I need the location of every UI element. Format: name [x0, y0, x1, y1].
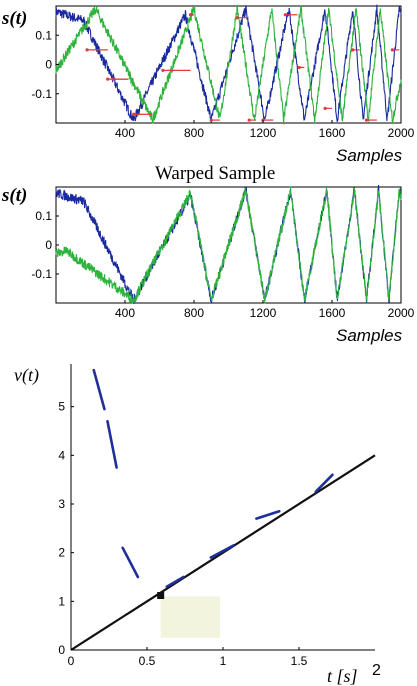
panel1-warp-link-end	[85, 48, 89, 52]
panel2-ticks: 400 800 1200 1600 2000 0.1 0 -0.1	[31, 209, 414, 320]
panel1-xtick-label: 400	[115, 126, 135, 140]
panel3-dash-segment	[92, 368, 106, 411]
panel2-ytick-label: 0	[45, 238, 52, 252]
panel2-ytick-label: 0.1	[35, 209, 52, 223]
panel2-xlabel: Samples	[336, 326, 403, 345]
panel2-xtick-label: 1200	[250, 306, 277, 320]
panel3-ylabel: v(t)	[14, 365, 39, 386]
panel3-ytick-label: 3	[58, 497, 65, 511]
panel3-marks	[70, 368, 376, 651]
panel2-xtick-label: 400	[115, 306, 135, 320]
panel3-dash-segment	[314, 473, 334, 494]
panel1-warp-link-end	[235, 16, 239, 20]
panel1-xtick-label: 1200	[250, 126, 277, 140]
panel3-ytick-label: 0	[58, 643, 65, 657]
panel3-reference-line	[70, 454, 376, 651]
panel1-warp-link-end	[106, 77, 110, 81]
panel3-xlabel: t [s]	[327, 666, 358, 686]
panel2-title: Warped Sample	[155, 163, 275, 184]
panel1-marks	[55, 4, 402, 125]
panel3-dash-segment	[106, 419, 118, 469]
panel3-dash-segment	[121, 546, 140, 579]
panel2-ytick-label: -0.1	[31, 267, 52, 281]
panel2-xtick-label: 1600	[319, 306, 346, 320]
panel3-ytick-label: 4	[58, 448, 65, 462]
panel2-xtick-label: 2000	[388, 306, 415, 320]
panel3-ytick-label: 5	[58, 400, 65, 414]
panel3-ytick-label: 2	[58, 546, 65, 560]
panel1-ticks: 400 800 1200 1600 2000 0.1 0 -0.1	[31, 28, 414, 140]
panel1-xtick-label: 1600	[319, 126, 346, 140]
panel1-warp-link-end	[390, 48, 394, 52]
panel2-marks	[55, 184, 402, 305]
panel3-dash-segment	[209, 544, 235, 559]
panel3-xtick-label: 1.5	[291, 654, 308, 668]
panel3-xtick-label: 0	[68, 654, 75, 668]
panel3-xtick-label: 0.5	[139, 654, 156, 668]
panel3-x-corner-label: 2	[372, 662, 381, 679]
panel3-highlight-region	[160, 596, 220, 638]
panel2-ylabel: s(t)	[1, 185, 27, 206]
panel1-warp-link-end	[247, 118, 251, 122]
panel1-xlabel: Samples	[336, 146, 403, 165]
panel2-xtick-label: 800	[184, 306, 204, 320]
panel1-warp-link-end	[351, 48, 355, 52]
panel1-warp-link-end	[364, 118, 369, 122]
panel1-ylabel: s(t)	[1, 8, 27, 29]
panel1-warp-link-end	[323, 106, 327, 110]
panel1-warp-link-end	[111, 77, 115, 81]
panel3-dash-segment	[165, 575, 185, 589]
panel1-warp-link-end	[188, 13, 193, 17]
panel3-xtick-label: 1	[220, 654, 227, 668]
panel-warped: 400 800 1200 1600 2000 0.1 0 -0.1 s(t) Samples	[1, 184, 415, 345]
panel1-ytick-label: 0	[45, 58, 52, 72]
panel-velocity: 0 0.5 1 1.5 0 1 2 3 4 5 v(t) t [s] 2	[14, 364, 381, 686]
panel3-marker	[157, 591, 165, 599]
panel1-series-2	[55, 4, 402, 125]
panel1-warp-link-end	[283, 13, 288, 17]
panel1-ytick-label: -0.1	[31, 87, 52, 101]
panel1-xtick-label: 2000	[388, 126, 415, 140]
panel1-warp-link-end	[209, 118, 213, 122]
panel3-ytick-label: 1	[58, 594, 65, 608]
panel2-series-2	[55, 186, 402, 305]
panel3-dash-segment	[255, 509, 281, 520]
panel3-ticks: 0 0.5 1 1.5 0 1 2 3 4 5	[58, 400, 307, 668]
panel-original: 400 800 1200 1600 2000 0.1 0 -0.1 s(t) Samples	[1, 4, 415, 165]
panel1-warp-link-end	[132, 112, 136, 116]
panel1-warp-link-end	[297, 65, 301, 70]
panel1-ytick-label: 0.1	[35, 28, 52, 42]
panel1-warp-link-end	[161, 68, 165, 72]
panel1-xtick-label: 800	[184, 126, 204, 140]
